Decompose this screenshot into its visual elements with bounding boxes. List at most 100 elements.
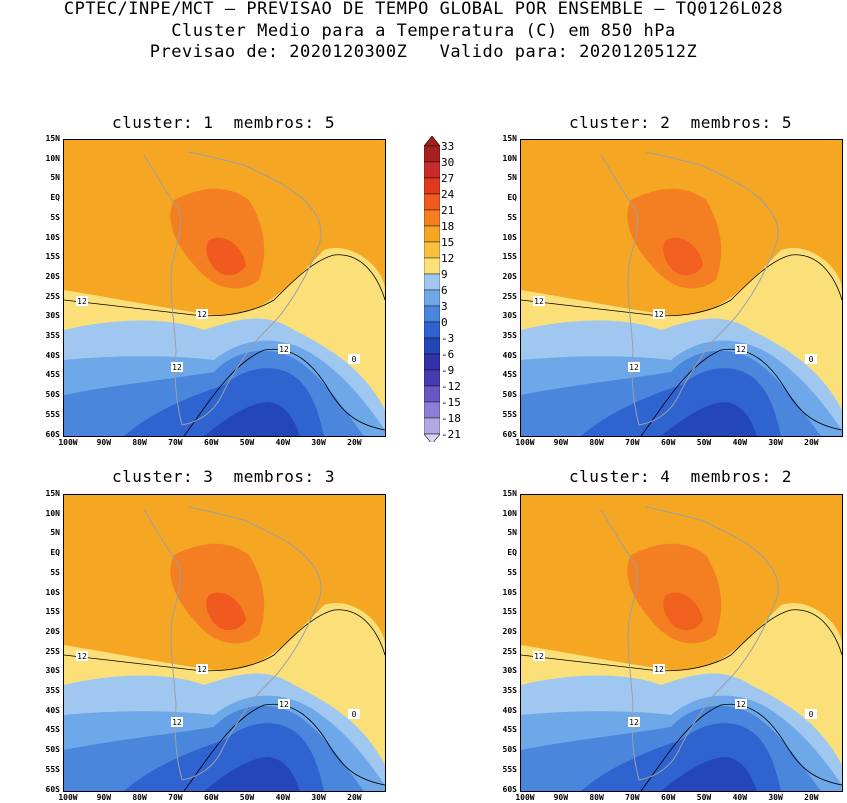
contour-label: 12 [172, 718, 182, 727]
lon-tick-label: 80W [132, 793, 147, 802]
lon-tick-label: 70W [625, 438, 640, 447]
lat-tick-label: 50S [502, 390, 517, 400]
lon-tick-label: 100W [515, 793, 535, 802]
lon-tick-label: 40W [275, 438, 291, 447]
contour-label: 12 [736, 345, 746, 354]
lat-tick-label: 10N [502, 153, 517, 163]
lat-tick-label: 50S [502, 745, 517, 755]
lon-tick-label: 80W [132, 438, 147, 447]
lat-tick-label: 5S [507, 567, 517, 577]
lat-tick-label: 30S [502, 666, 517, 676]
colorbar-segment [424, 289, 440, 307]
colorbar-label: 30 [441, 156, 455, 169]
lon-tick-label: 70W [168, 438, 183, 447]
colorbar-label: 9 [441, 268, 448, 281]
lon-tick-label: 80W [589, 793, 604, 802]
colorbar-label: 21 [441, 204, 455, 217]
lon-tick-label: 90W [553, 438, 569, 447]
lat-tick-label: 25S [45, 646, 60, 656]
lat-tick-label: 40S [502, 350, 517, 360]
lat-tick-label: 60S [45, 784, 60, 794]
contour-label: 12 [77, 652, 87, 661]
lon-tick-label: 30W [311, 793, 326, 802]
contour-label: 12 [534, 652, 544, 661]
lon-tick-label: 30W [768, 438, 783, 447]
lat-tick-label: 20S [45, 626, 60, 636]
colorbar-arrow-bottom [424, 433, 440, 442]
lat-tick-label: 10S [502, 232, 517, 242]
lon-tick-label: 60W [660, 793, 676, 802]
colorbar-segment [424, 401, 440, 419]
lat-tick-label: 35S [45, 686, 60, 695]
lat-tick-label: 20S [502, 626, 517, 636]
lat-tick-label: 30S [45, 666, 60, 676]
contour-label: 12 [172, 363, 182, 372]
colorbar-segment [424, 161, 440, 179]
contour-label: 12 [654, 665, 664, 674]
contour-label: 12 [77, 297, 87, 306]
lon-tick-label: 20W [804, 793, 819, 802]
lon-tick-label: 50W [239, 438, 255, 447]
map-panel-1: 12 12 12 12 0 [63, 139, 386, 437]
contour-label: 12 [279, 700, 289, 709]
lon-tick-label: 70W [168, 793, 183, 802]
lat-tick-label: 5N [50, 528, 60, 538]
lat-tick-label: 30S [502, 311, 517, 321]
colorbar-label: -15 [441, 396, 461, 409]
header-line-3: Previsao de: 2020120300Z Valido para: 20… [149, 42, 698, 62]
lon-tick-label: 50W [239, 793, 255, 802]
lat-tick-label: 15N [502, 134, 517, 143]
colorbar-segment [424, 193, 440, 211]
lat-tick-label: 35S [502, 686, 517, 695]
contour-label: 12 [197, 310, 207, 319]
lat-tick-label: 10S [45, 232, 60, 242]
contour-label: 0 [809, 710, 814, 719]
contour-label: 12 [534, 297, 544, 306]
colorbar-label: -3 [441, 332, 455, 345]
lat-tick-label: 50S [45, 390, 60, 400]
lon-tick-label: 50W [696, 438, 712, 447]
lat-tick-label: 10N [502, 508, 517, 518]
colorbar-segment [424, 209, 440, 227]
lat-tick-label: 10S [502, 587, 517, 597]
colorbar-label: -21 [441, 428, 461, 441]
colorbar-label: 0 [441, 316, 448, 329]
panel-title-4: cluster: 4 membros: 2 [569, 467, 792, 486]
contour-label: 12 [629, 718, 639, 727]
lon-tick-label: 60W [660, 438, 676, 447]
colorbar-label: 6 [441, 284, 448, 297]
contour-label: 0 [809, 355, 814, 364]
lon-tick-label: 90W [553, 793, 569, 802]
lat-tick-label: 25S [502, 646, 517, 656]
lat-tick-label: 5N [50, 173, 60, 183]
lon-tick-label: 100W [58, 793, 78, 802]
colorbar-arrow-top [424, 136, 440, 147]
panel-title-1: cluster: 1 membros: 5 [112, 113, 335, 132]
lon-tick-label: 60W [203, 793, 219, 802]
contour-label: 12 [197, 665, 207, 674]
colorbar-label: -9 [441, 364, 455, 377]
lat-tick-label: 5S [50, 212, 60, 222]
lat-tick-label: EQ [50, 548, 60, 558]
panel-title-3: cluster: 3 membros: 3 [112, 467, 335, 486]
lat-tick-label: 25S [45, 291, 60, 301]
lat-tick-label: 55S [45, 409, 60, 419]
lon-tick-label: 20W [347, 438, 362, 447]
lon-tick-label: 60W [203, 438, 219, 447]
lon-tick-label: 100W [58, 438, 78, 447]
lat-tick-label: 40S [502, 705, 517, 715]
lon-tick-label: 40W [275, 793, 291, 802]
colorbar-segment [424, 353, 440, 371]
lat-tick-label: 55S [502, 764, 517, 774]
colorbar-segment [424, 273, 440, 291]
colorbar-segment [424, 417, 440, 435]
lat-tick-label: 35S [502, 331, 517, 340]
colorbar-label: 24 [441, 188, 455, 201]
colorbar [424, 136, 440, 442]
colorbar-segment [424, 257, 440, 275]
lat-tick-label: 45S [502, 725, 517, 735]
lat-tick-label: 40S [45, 705, 60, 715]
lat-tick-label: 15S [45, 252, 60, 262]
lat-tick-label: 45S [45, 370, 60, 380]
lat-tick-label: EQ [507, 548, 517, 558]
